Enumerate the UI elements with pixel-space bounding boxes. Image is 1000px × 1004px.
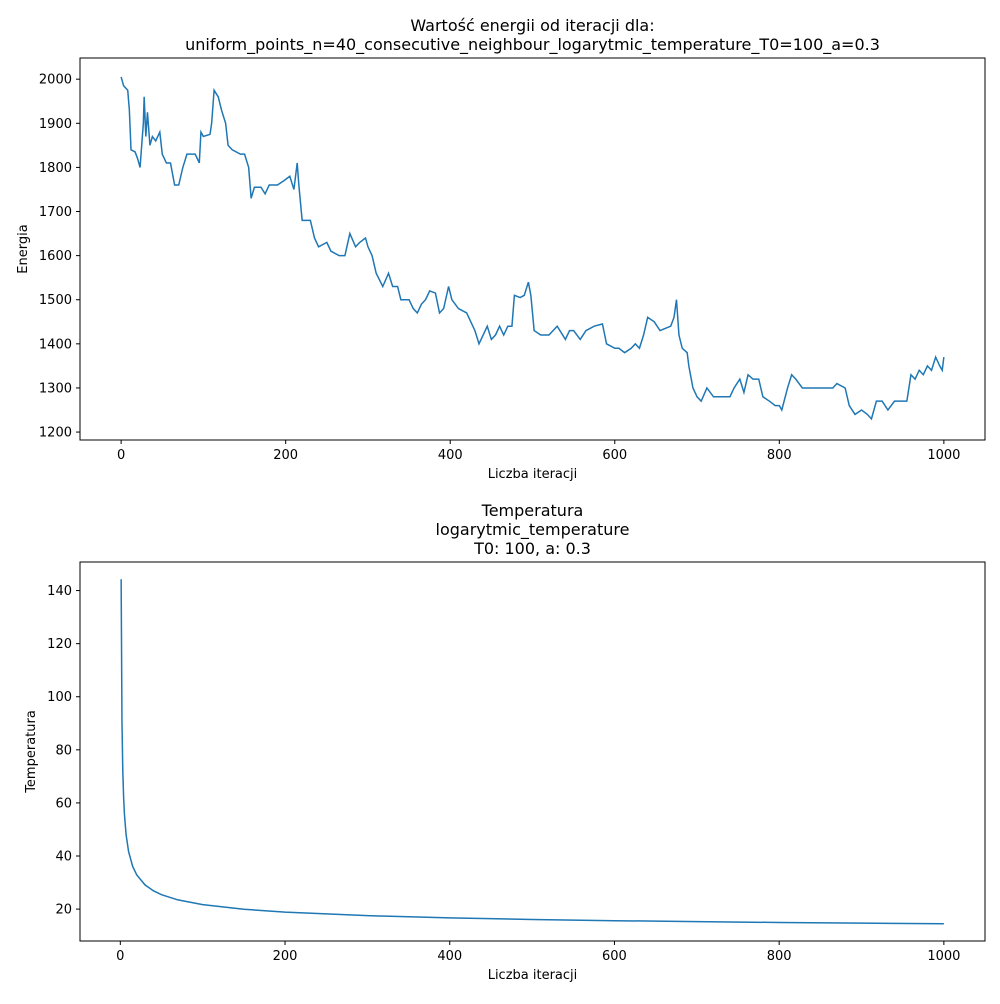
y-tick-label: 1700 bbox=[39, 205, 72, 220]
y-tick-label: 1400 bbox=[39, 337, 72, 352]
plot-frame bbox=[79, 57, 986, 441]
y-axis-label: Temperatura bbox=[24, 710, 39, 794]
chart-title: Wartość energii od iteracji dla: bbox=[410, 16, 654, 35]
y-tick-label: 60 bbox=[55, 796, 72, 811]
y-tick-label: 40 bbox=[55, 850, 72, 865]
x-tick-label: 0 bbox=[117, 448, 125, 463]
x-tick-label: 800 bbox=[767, 949, 792, 964]
x-tick-label: 600 bbox=[602, 949, 627, 964]
x-axis-label: Liczba iteracji bbox=[488, 968, 578, 983]
y-tick-label: 20 bbox=[55, 903, 72, 918]
chart-title: uniform_points_n=40_consecutive_neighbou… bbox=[185, 35, 880, 55]
y-tick-label: 1600 bbox=[39, 249, 72, 264]
x-tick-label: 0 bbox=[116, 949, 124, 964]
y-tick-label: 2000 bbox=[39, 73, 72, 88]
x-tick-label: 1000 bbox=[927, 448, 960, 463]
x-tick-label: 1000 bbox=[927, 949, 960, 964]
y-tick-label: 1800 bbox=[39, 161, 72, 176]
plot-frame bbox=[79, 561, 986, 942]
data-line bbox=[120, 76, 945, 421]
data-line bbox=[120, 579, 944, 925]
y-tick-label: 1200 bbox=[39, 426, 72, 441]
x-tick-label: 200 bbox=[273, 448, 298, 463]
x-tick-label: 800 bbox=[767, 448, 792, 463]
y-tick-label: 100 bbox=[47, 690, 72, 705]
chart-title: logarytmic_temperature bbox=[436, 520, 630, 540]
chart-title: T0: 100, a: 0.3 bbox=[473, 539, 591, 558]
x-tick-label: 400 bbox=[438, 448, 463, 463]
x-tick-label: 400 bbox=[437, 949, 462, 964]
y-axis-label: Energia bbox=[16, 224, 31, 273]
x-axis-label: Liczba iteracji bbox=[488, 467, 578, 482]
x-tick-label: 600 bbox=[602, 448, 627, 463]
y-tick-label: 140 bbox=[47, 584, 72, 599]
y-tick-label: 80 bbox=[55, 743, 72, 758]
x-tick-label: 200 bbox=[273, 949, 298, 964]
y-tick-label: 1500 bbox=[39, 293, 72, 308]
y-tick-label: 1300 bbox=[39, 381, 72, 396]
y-tick-label: 1900 bbox=[39, 117, 72, 132]
chart-title: Temperatura bbox=[481, 501, 584, 520]
y-tick-label: 120 bbox=[47, 637, 72, 652]
